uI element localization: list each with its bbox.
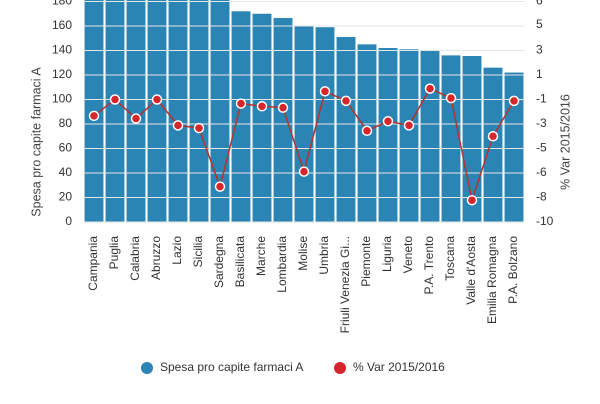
legend-label: Spesa pro capite farmaci A (160, 360, 303, 374)
line-marker (424, 83, 436, 94)
bar (105, 0, 125, 222)
line-marker (130, 113, 142, 124)
line-marker (466, 194, 478, 206)
line-marker (277, 102, 289, 113)
plot-area (84, 0, 524, 223)
line-marker (151, 94, 163, 105)
y2-tick-label: 3 (536, 43, 543, 57)
bar (252, 13, 272, 222)
y-tick-label: 20 (59, 190, 73, 204)
y2-tick-label: -6 (536, 165, 547, 179)
x-tick-label: Campania (86, 236, 100, 291)
bar (189, 0, 209, 222)
x-tick-label: Valle d'Aosta (464, 236, 478, 305)
x-tick-label: Piemonte (359, 236, 373, 287)
x-tick-label: Sardegna (212, 236, 226, 288)
legend-label: % Var 2015/2016 (353, 360, 445, 374)
bar (273, 18, 293, 222)
line-marker (361, 125, 373, 137)
x-tick-label: Toscana (443, 236, 457, 281)
y-tick-label: 60 (59, 141, 73, 155)
bar (378, 48, 398, 222)
y2-tick-label: -8 (536, 190, 547, 204)
x-tick-label: Friuli Venezia Gi... (338, 236, 352, 333)
line-marker (319, 86, 331, 97)
line-marker (403, 120, 415, 131)
line-marker (88, 110, 100, 122)
y-tick-label: 40 (59, 165, 73, 179)
line-marker (256, 101, 268, 112)
line-marker (109, 94, 121, 105)
bar (504, 72, 524, 222)
line-marker (508, 95, 520, 107)
x-tick-label: Liguria (380, 236, 394, 272)
x-tick-label: Abruzzo (149, 236, 163, 280)
legend-marker (141, 362, 153, 374)
bar (336, 37, 356, 223)
x-tick-label: Marche (254, 236, 268, 276)
y-tick-label: 0 (65, 214, 72, 228)
y-tick-label: 160 (52, 18, 72, 32)
bar (231, 11, 251, 222)
y2-tick-label: -5 (536, 141, 547, 155)
x-tick-label: Calabria (128, 236, 142, 281)
x-tick-label: P.A. Trento (422, 236, 436, 295)
y-tick-label: 100 (52, 92, 72, 106)
legend-marker (334, 362, 346, 374)
x-tick-label: Molise (296, 236, 310, 271)
line-marker (487, 131, 499, 142)
y2-tick-label: -1 (536, 92, 547, 106)
bar (315, 27, 335, 222)
x-tick-label: Puglia (107, 236, 121, 270)
line-marker (193, 122, 205, 134)
bar (168, 0, 188, 223)
line-marker (172, 120, 184, 131)
y-axis-title: Spesa pro capite farmaci A (29, 67, 43, 217)
x-tick-label: P.A. Bolzano (506, 236, 520, 304)
line-marker (235, 98, 247, 109)
y-tick-label: 120 (52, 67, 72, 81)
bar (420, 50, 440, 222)
bar (399, 49, 419, 223)
bar (126, 0, 146, 222)
x-tick-label: Emilia Romagna (485, 236, 499, 324)
y2-tick-label: 5 (536, 17, 543, 31)
y2-tick-label: 1 (536, 67, 543, 81)
line-marker (382, 116, 394, 127)
x-tick-label: Basilicata (233, 236, 247, 288)
x-tick-label: Umbria (317, 236, 331, 275)
y-tick-label: 180 (52, 0, 72, 8)
line-marker (214, 181, 226, 192)
bar (483, 67, 503, 223)
line-marker (298, 166, 310, 177)
y2-tick-label: -10 (536, 214, 554, 228)
x-tick-label: Lazio (170, 236, 184, 265)
y2-tick-label: -3 (536, 116, 547, 130)
y-tick-label: 80 (59, 116, 73, 130)
y2-axis-title: % Var 2015/2016 (558, 94, 572, 190)
x-tick-label: Sicilia (191, 236, 205, 268)
x-tick-label: Lombardia (275, 236, 289, 293)
y-tick-label: 140 (52, 43, 72, 57)
line-marker (340, 95, 352, 107)
bar (147, 0, 167, 223)
y2-tick-label: 6 (536, 0, 543, 8)
line-marker (445, 92, 457, 104)
x-tick-label: Veneto (401, 236, 415, 274)
